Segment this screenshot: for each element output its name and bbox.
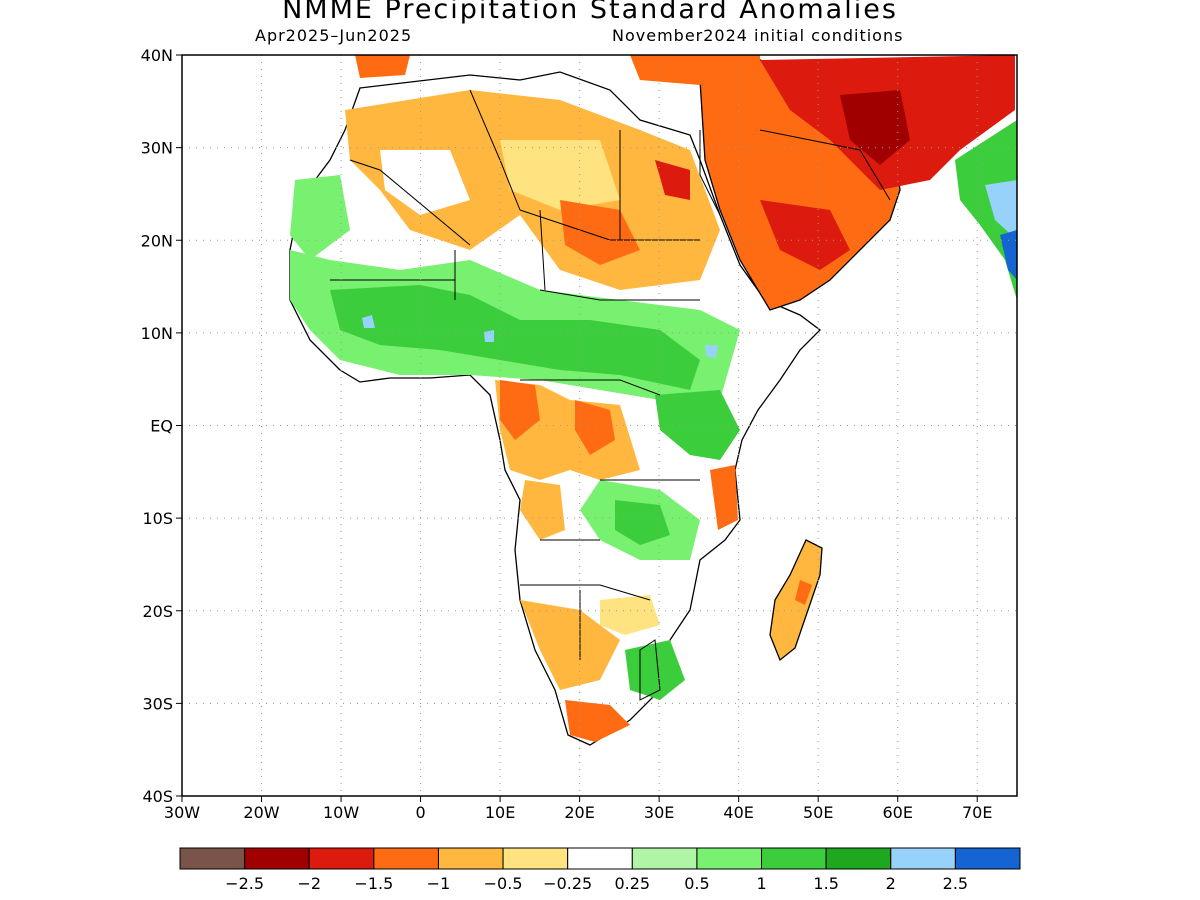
lon-tick-label: 10W — [323, 803, 359, 822]
sahel-blue-2 — [484, 330, 494, 342]
lat-tick-label: 40S — [142, 787, 173, 806]
west-coast-green — [290, 175, 350, 260]
lon-tick-label: 30E — [644, 803, 674, 822]
lat-tick-label: 30S — [142, 694, 173, 713]
colorbar-label: −1.5 — [354, 874, 393, 893]
east-africa-coast-dry — [710, 465, 738, 530]
southwest-dry — [520, 480, 565, 540]
colorbar-swatch — [696, 847, 763, 870]
colorbar-label: −2 — [297, 874, 321, 893]
colorbar-swatch — [567, 847, 633, 870]
sahara-white — [380, 150, 470, 215]
lat-tick-label: 20N — [141, 231, 173, 250]
india-fragment — [955, 120, 1017, 300]
colorbar-swatch — [373, 847, 439, 870]
lat-tick-label: 30N — [141, 139, 173, 158]
arabia-core — [840, 90, 910, 165]
lat-tick-label: EQ — [150, 417, 173, 436]
colorbar-label: 2 — [886, 874, 896, 893]
colorbar-label: −2.5 — [225, 874, 264, 893]
india-blue — [985, 180, 1017, 240]
colorbar-label: 0.25 — [614, 874, 650, 893]
sahara-light — [500, 140, 620, 210]
lon-tick-label: 30W — [164, 803, 200, 822]
anomaly-fields — [289, 55, 1017, 746]
map-title: NMME Precipitation Standard Anomalies — [282, 0, 898, 25]
lat-tick-label: 20S — [142, 602, 173, 621]
colorbar-swatch — [244, 847, 310, 870]
colorbar-swatch — [179, 847, 246, 870]
lon-tick-label: 60E — [882, 803, 912, 822]
india-deep-blue — [1000, 230, 1017, 280]
colorbar-label: 0.5 — [684, 874, 709, 893]
country-borders — [330, 89, 891, 701]
colorbar-label: 2.5 — [943, 874, 968, 893]
colorbar-swatch — [437, 847, 504, 870]
colorbar-swatch — [308, 847, 375, 870]
sahel-strong-wet — [330, 285, 700, 390]
lon-tick-label: 40E — [723, 803, 753, 822]
lon-tick-label: 20E — [564, 803, 594, 822]
egypt-red — [655, 160, 690, 200]
cape-dry — [565, 700, 630, 742]
colorbar-swatch — [890, 847, 956, 870]
madagascar-core — [795, 580, 812, 605]
lon-tick-label: 0 — [415, 803, 425, 822]
lon-tick-label: 50E — [803, 803, 833, 822]
congo-orange — [575, 400, 615, 455]
iberia-fragment — [355, 55, 410, 78]
colorbar-swatch — [825, 847, 892, 870]
colorbar-label: 1 — [756, 874, 766, 893]
colorbar-swatch — [631, 847, 698, 870]
lat-tick-label: 10N — [141, 324, 173, 343]
southern-africa-strong — [615, 500, 670, 545]
colorbar-swatch — [954, 847, 1021, 870]
south-africa-green — [625, 640, 685, 700]
colorbar: −2.5 −2 −1.5 −1 −0.5 −0.25 0.25 0.5 1 1.5 2 2.5 — [179, 847, 1021, 893]
central-dry-orange — [500, 380, 540, 440]
arabia-south-red — [760, 200, 850, 270]
lat-tick-label: 40N — [141, 46, 173, 65]
colorbar-label: −0.5 — [484, 874, 523, 893]
colorbar-swatch — [761, 847, 827, 870]
initial-conditions: November2024 initial conditions — [612, 26, 904, 45]
lon-tick-label: 20W — [243, 803, 279, 822]
colorbar-swatch — [502, 847, 569, 870]
lon-tick-label: 10E — [485, 803, 515, 822]
colorbar-label: 1.5 — [813, 874, 838, 893]
north-mediterranean — [630, 55, 760, 85]
sahel-blue-3 — [705, 345, 718, 358]
east-africa-green — [655, 390, 740, 460]
namibia-dry — [520, 600, 620, 690]
lon-tick-label: 70E — [962, 803, 992, 822]
zimbabwe-yellow — [600, 595, 660, 635]
colorbar-label: −1 — [427, 874, 451, 893]
forecast-period: Apr2025–Jun2025 — [255, 26, 413, 45]
sahel-blue-1 — [362, 315, 375, 328]
map-frame — [181, 54, 1018, 797]
lat-tick-label: 10S — [142, 509, 173, 528]
colorbar-label: −0.25 — [543, 874, 592, 893]
